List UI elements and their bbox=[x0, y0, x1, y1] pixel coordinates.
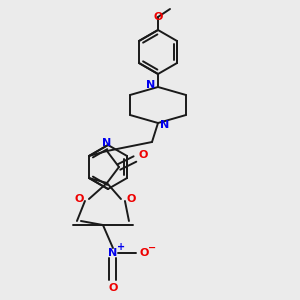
Text: N: N bbox=[160, 120, 169, 130]
Text: N: N bbox=[146, 80, 156, 90]
Text: N: N bbox=[102, 138, 112, 148]
Text: O: O bbox=[74, 194, 84, 204]
Text: O: O bbox=[108, 283, 118, 293]
Text: O: O bbox=[138, 150, 148, 160]
Text: −: − bbox=[148, 243, 156, 253]
Text: +: + bbox=[117, 242, 125, 252]
Text: N: N bbox=[108, 248, 118, 258]
Text: O: O bbox=[126, 194, 136, 204]
Text: O: O bbox=[139, 248, 148, 258]
Text: O: O bbox=[153, 12, 163, 22]
